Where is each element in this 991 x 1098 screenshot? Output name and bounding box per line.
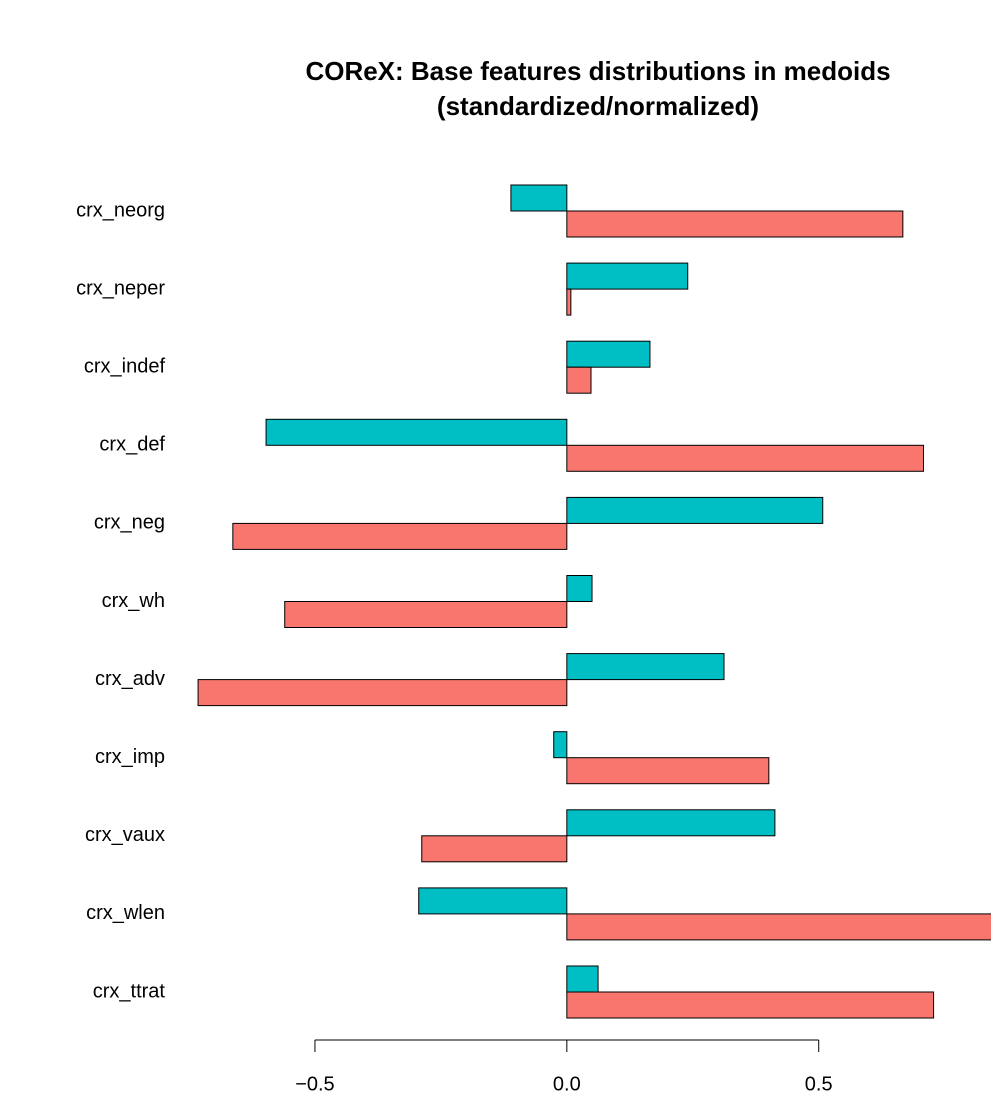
chart-subtitle: (standardized/normalized) (437, 91, 759, 121)
x-tick-label: 0.5 (805, 1073, 833, 1095)
y-tick-label: crx_neorg (76, 199, 165, 221)
plot-area (197, 184, 991, 1019)
bar (566, 496, 824, 524)
bar (566, 757, 770, 785)
y-tick-label: crx_adv (95, 668, 165, 690)
y-tick-label: crx_def (99, 434, 165, 456)
bar (510, 184, 568, 212)
bar (566, 575, 593, 602)
bar (566, 366, 592, 394)
bar (197, 679, 568, 707)
x-tick-label: 0.0 (553, 1073, 581, 1095)
bar (418, 887, 568, 915)
y-tick-label: crx_indef (84, 355, 166, 377)
bar (566, 210, 904, 238)
y-tick-label: crx_wh (102, 590, 165, 612)
bar (265, 418, 568, 446)
bar (566, 340, 651, 368)
bar (566, 913, 991, 941)
x-tick-label: −0.5 (295, 1073, 334, 1095)
chart-title: COReX: Base features distributions in me… (305, 56, 890, 86)
y-tick-label: crx_neg (94, 512, 165, 534)
bar (566, 653, 725, 681)
y-tick-label: crx_vaux (85, 824, 165, 846)
y-tick-label: crx_ttrat (93, 980, 166, 1002)
y-tick-label: crx_neper (76, 277, 165, 299)
y-tick-label: crx_imp (95, 746, 165, 768)
bar (566, 288, 572, 316)
bar (566, 262, 689, 290)
bar (566, 444, 925, 472)
bar (566, 965, 599, 993)
bar (566, 809, 776, 837)
bar (284, 601, 568, 628)
y-tick-label: crx_wlen (86, 902, 165, 924)
bar (566, 991, 935, 1019)
bar (232, 522, 568, 550)
bar (553, 731, 568, 759)
bar (421, 835, 568, 863)
